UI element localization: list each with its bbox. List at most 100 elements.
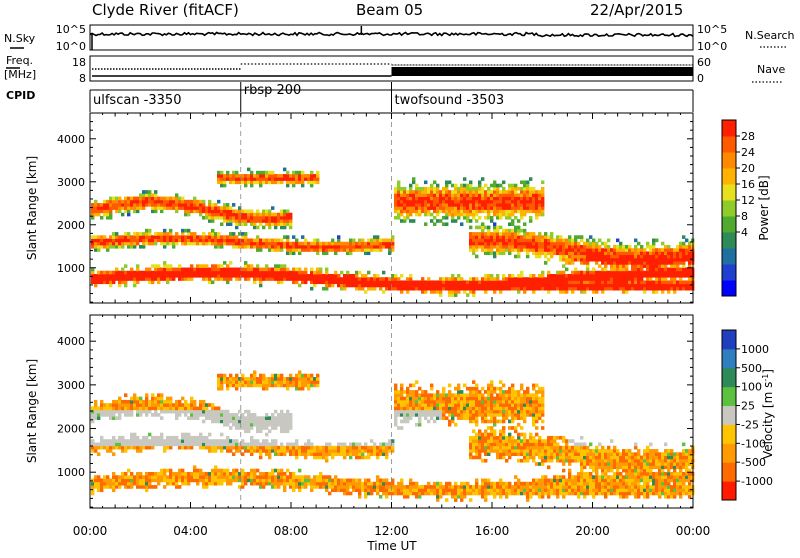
heatmap-cell <box>571 284 574 288</box>
heatmap-cell <box>493 446 496 450</box>
heatmap-cell <box>637 248 640 252</box>
heatmap-cell <box>310 174 313 178</box>
heatmap-cell <box>316 485 319 489</box>
heatmap-cell <box>310 248 313 252</box>
heatmap-cell <box>679 245 682 249</box>
heatmap-cell <box>562 248 565 252</box>
heatmap-cell <box>226 242 229 246</box>
heatmap-cell <box>127 274 130 278</box>
heatmap-cell <box>202 479 205 483</box>
heatmap-cell <box>97 475 100 479</box>
heatmap-cell <box>307 374 310 378</box>
heatmap-cell <box>667 274 670 278</box>
heatmap-cell <box>130 410 133 414</box>
heatmap-cell <box>688 284 691 288</box>
heatmap-cell <box>97 210 100 214</box>
heatmap-cell <box>457 190 460 194</box>
heatmap-cell <box>157 200 160 204</box>
heatmap-cell <box>478 492 481 496</box>
heatmap-cell <box>589 287 592 291</box>
heatmap-cell <box>289 475 292 479</box>
heatmap-cell <box>535 190 538 194</box>
heatmap-cell <box>115 197 118 201</box>
heatmap-cell <box>172 410 175 414</box>
heatmap-cell <box>592 239 595 243</box>
heatmap-cell <box>625 284 628 288</box>
heatmap-cell <box>421 390 424 394</box>
heatmap-cell <box>226 377 229 381</box>
heatmap-cell <box>241 174 244 178</box>
heatmap-cell <box>160 406 163 410</box>
heatmap-cell <box>346 482 349 486</box>
heatmap-cell <box>613 268 616 272</box>
heatmap-cell <box>526 251 529 255</box>
heatmap-cell <box>538 248 541 252</box>
heatmap-cell <box>283 174 286 178</box>
heatmap-cell <box>286 416 289 420</box>
heatmap-cell <box>502 190 505 194</box>
heatmap-cell <box>148 200 151 204</box>
heatmap-cell <box>457 274 460 278</box>
heatmap-cell <box>520 200 523 204</box>
heatmap-cell <box>628 280 631 284</box>
power-colorbar-label: Power [dB] <box>757 175 771 240</box>
heatmap-cell <box>118 239 121 243</box>
heatmap-cell <box>421 400 424 404</box>
heatmap-cell <box>316 384 319 388</box>
heatmap-cell <box>217 271 220 275</box>
heatmap-cell <box>436 287 439 291</box>
heatmap-cell <box>280 242 283 246</box>
heatmap-cell <box>484 479 487 483</box>
heatmap-cell <box>400 410 403 414</box>
heatmap-cell <box>106 482 109 486</box>
heatmap-cell <box>178 200 181 204</box>
heatmap-cell <box>661 248 664 252</box>
heatmap-cell <box>199 203 202 207</box>
heatmap-cell <box>349 485 352 489</box>
heatmap-cell <box>211 410 214 414</box>
heatmap-cell <box>364 456 367 460</box>
heatmap-cell <box>418 187 421 191</box>
heatmap-cell <box>217 446 220 450</box>
heatmap-cell <box>433 190 436 194</box>
heatmap-cell <box>199 242 202 246</box>
heatmap-cell <box>166 439 169 443</box>
heatmap-cell <box>532 200 535 204</box>
heatmap-cell <box>439 495 442 499</box>
heatmap-cell <box>250 239 253 243</box>
heatmap-cell <box>403 485 406 489</box>
heatmap-cell <box>265 245 268 249</box>
heatmap-cell <box>214 439 217 443</box>
heatmap-cell <box>145 410 148 414</box>
heatmap-cell <box>301 377 304 381</box>
heatmap-cell <box>415 485 418 489</box>
heatmap-cell <box>169 271 172 275</box>
heatmap-cell <box>208 219 211 223</box>
heatmap-cell <box>319 280 322 284</box>
heatmap-cell <box>148 439 151 443</box>
heatmap-cell <box>292 485 295 489</box>
heatmap-cell <box>463 410 466 414</box>
heatmap-cell <box>397 210 400 214</box>
heatmap-cell <box>259 420 262 424</box>
heatmap-cell <box>253 277 256 281</box>
heatmap-cell <box>169 443 172 447</box>
heatmap-cell <box>307 277 310 281</box>
heatmap-cell <box>619 274 622 278</box>
heatmap-cell <box>406 410 409 414</box>
heatmap-cell <box>478 393 481 397</box>
heatmap-cell <box>190 413 193 417</box>
heatmap-cell <box>490 197 493 201</box>
heatmap-cell <box>418 213 421 217</box>
heatmap-cell <box>472 242 475 246</box>
heatmap-cell <box>586 242 589 246</box>
heatmap-cell <box>460 203 463 207</box>
heatmap-cell <box>250 436 253 440</box>
heatmap-cell <box>601 271 604 275</box>
heatmap-cell <box>622 290 625 294</box>
heatmap-cell <box>265 216 268 220</box>
heatmap-cell <box>289 479 292 483</box>
heatmap-cell <box>103 271 106 275</box>
heatmap-cell <box>499 193 502 197</box>
